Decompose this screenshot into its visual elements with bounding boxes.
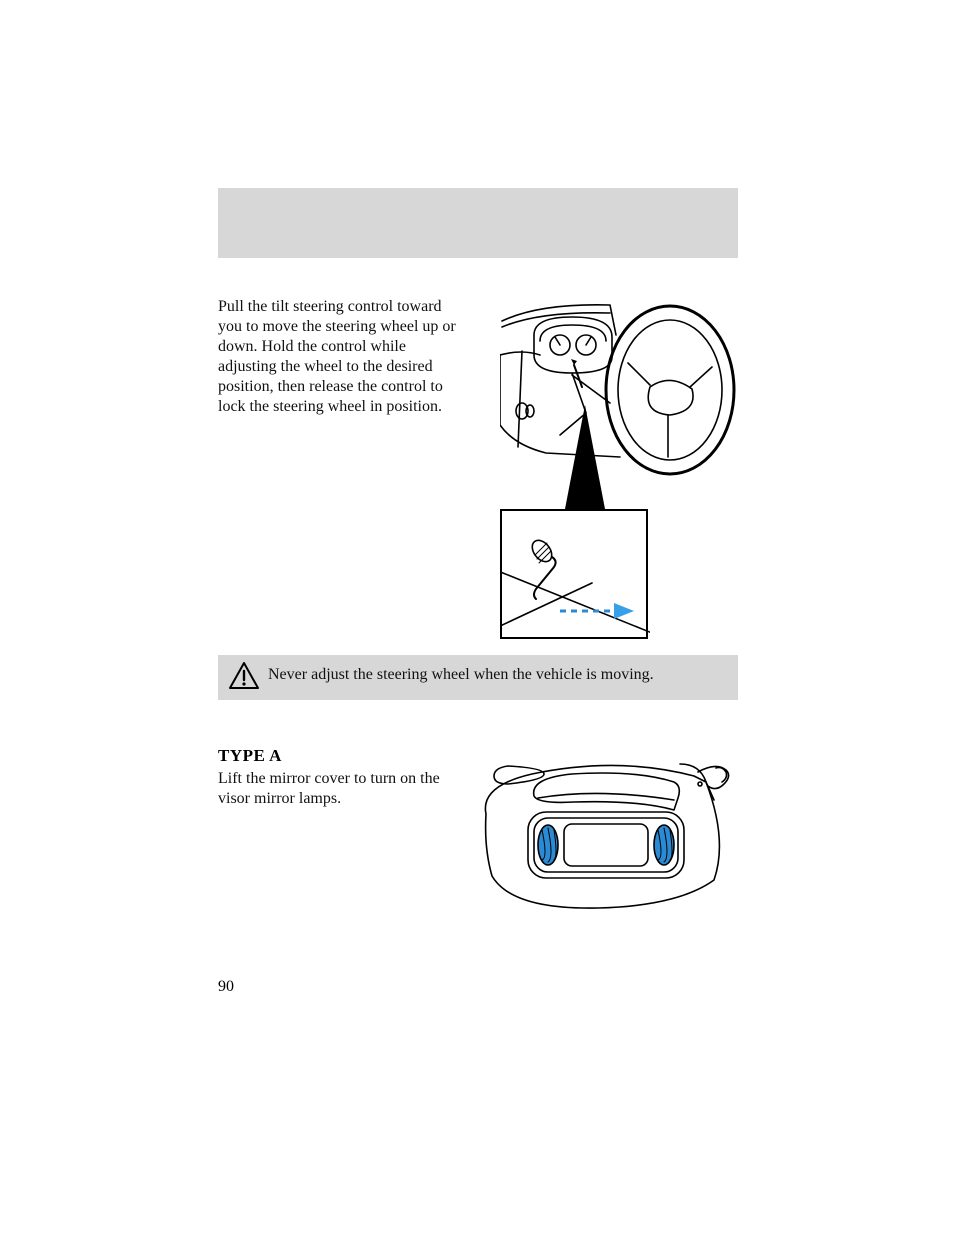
callout-triangle	[565, 405, 625, 515]
warning-text: Never adjust the steering wheel when the…	[268, 666, 654, 684]
warning-icon	[228, 660, 260, 692]
document-page: Pull the tilt steering control toward yo…	[0, 0, 954, 1235]
visor-mirror-paragraph: Lift the mirror cover to turn on the vis…	[218, 769, 468, 809]
visor-diagram	[478, 752, 740, 932]
visor-lamp-right	[654, 825, 674, 865]
tilt-steering-paragraph: Pull the tilt steering control toward yo…	[218, 297, 468, 417]
visor-lamp-left	[538, 825, 558, 865]
type-a-heading: TYPE A	[218, 746, 282, 766]
page-number: 90	[218, 978, 234, 996]
tilt-lever-detail	[500, 509, 648, 639]
header-band	[218, 188, 738, 258]
